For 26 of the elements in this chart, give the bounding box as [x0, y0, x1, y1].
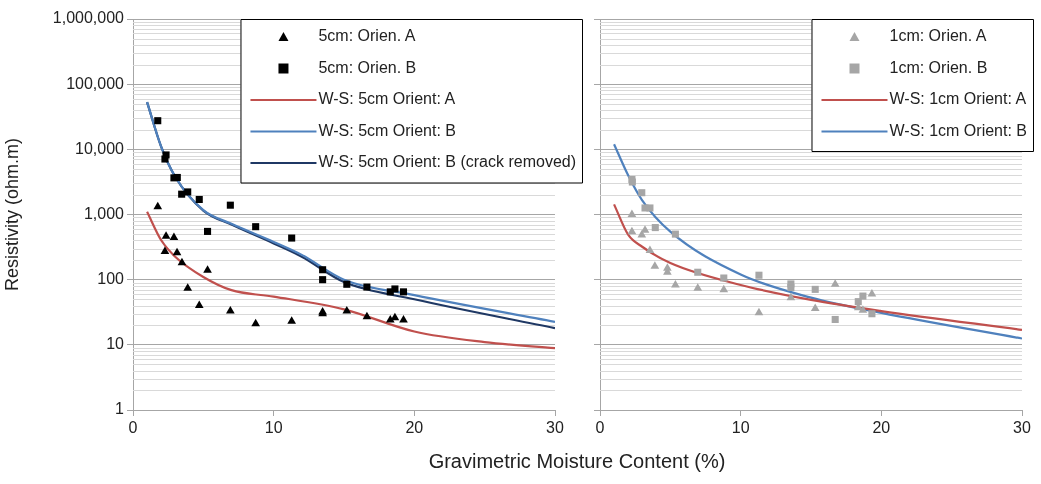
legend-label: W-S: 5cm Orient: B (crack removed): [318, 153, 576, 171]
y-tick-label: 1: [115, 400, 125, 418]
legend-label: 5cm: Orien. A: [318, 27, 416, 45]
y-axis-title: Resistivity (ohm.m): [1, 137, 22, 292]
y-tick-label: 10: [106, 335, 125, 353]
legend-label: W-S: 5cm Orient: A: [318, 90, 456, 108]
y-tick-label: 100,000: [66, 74, 125, 92]
y-tick-label: 1,000: [83, 204, 125, 222]
legend-label: 5cm: Orien. B: [318, 58, 417, 76]
x-axis-title: Gravimetric Moisture Content (%): [427, 450, 727, 473]
y-tick-label: 10,000: [75, 139, 125, 157]
legend-label: W-S: 1cm Orient: A: [889, 90, 1027, 108]
legend-label: W-S: 1cm Orient: B: [889, 121, 1028, 139]
y-tick-label: 1,000,000: [52, 9, 125, 27]
x-tick-label: 20: [872, 419, 891, 437]
x-tick-label: 0: [595, 419, 605, 437]
x-tick-label: 20: [405, 419, 424, 437]
x-tick-label: 10: [264, 419, 283, 437]
y-tick-label: 100: [97, 270, 125, 288]
legend-label: 1cm: Orien. A: [889, 27, 987, 45]
legend-label: 1cm: Orien. B: [889, 58, 988, 76]
x-tick-label: 30: [546, 419, 564, 437]
x-tick-label: 30: [1013, 419, 1031, 437]
legend-label: W-S: 5cm Orient: B: [318, 121, 456, 139]
x-tick-label: 10: [731, 419, 750, 437]
x-tick-label: 0: [128, 419, 138, 437]
